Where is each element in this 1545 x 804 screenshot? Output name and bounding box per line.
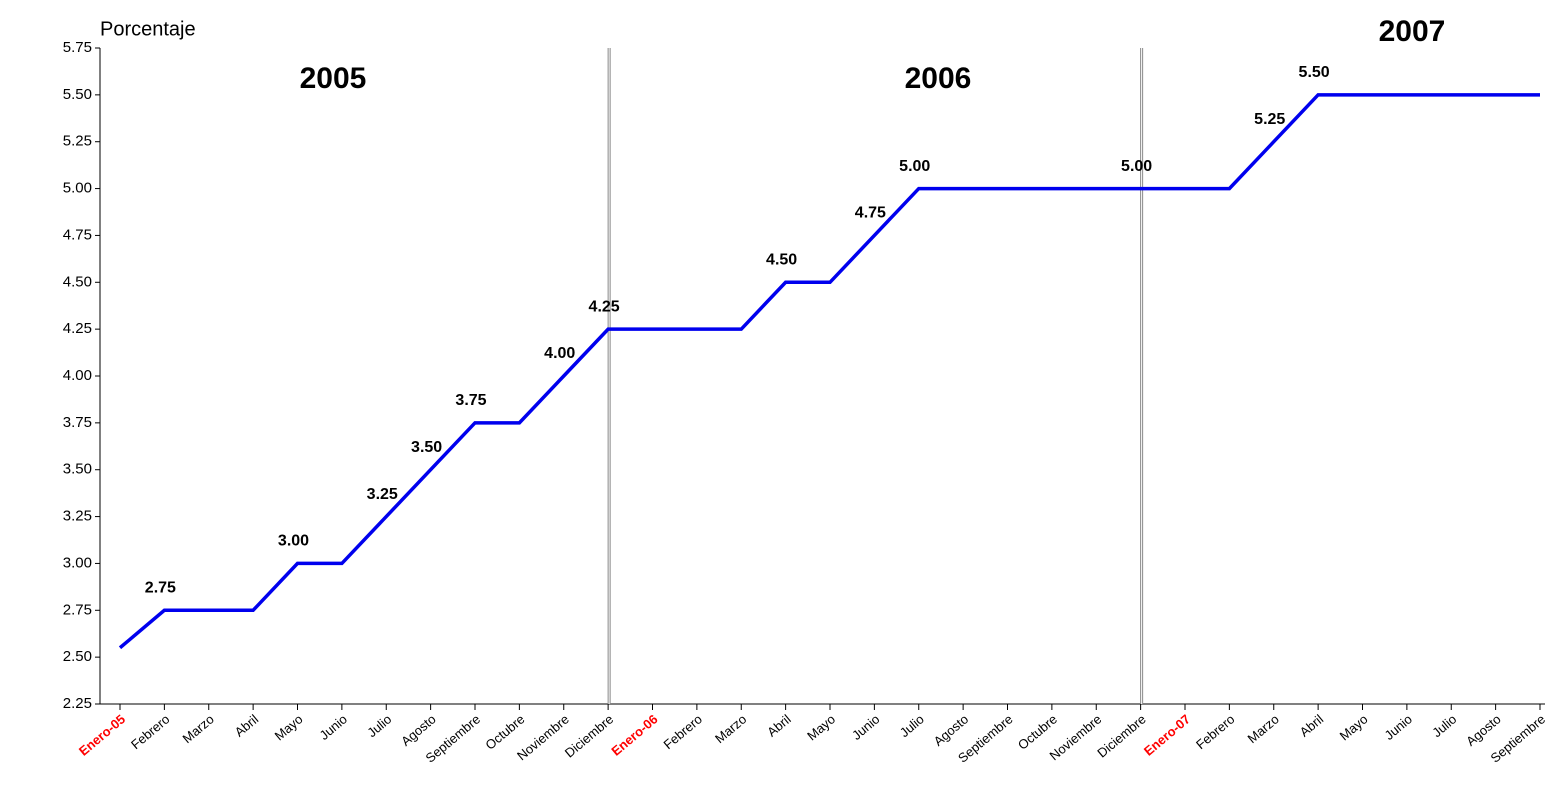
x-tick-label: Mayo — [272, 711, 306, 743]
x-tick-label: Marzo — [712, 711, 749, 746]
data-label: 5.00 — [1121, 158, 1152, 175]
data-label: 5.50 — [1299, 64, 1330, 81]
data-label: 3.00 — [278, 533, 309, 550]
x-tick-label: Febrero — [1193, 711, 1238, 752]
x-tick-label: Febrero — [660, 711, 705, 752]
year-annotation: 2006 — [905, 62, 972, 95]
x-tick-label: Marzo — [180, 711, 217, 746]
y-tick-label: 3.50 — [63, 461, 92, 478]
x-tick-label: Mayo — [1337, 711, 1371, 743]
y-tick-label: 2.75 — [63, 601, 92, 618]
y-tick-label: 5.25 — [63, 133, 92, 150]
x-tick-label: Julio — [364, 711, 394, 740]
y-tick-label: 3.00 — [63, 554, 92, 571]
data-label: 4.50 — [766, 252, 797, 269]
x-tick-label: Enero-06 — [608, 711, 660, 758]
x-tick-label: Enero-07 — [1141, 711, 1193, 758]
data-label: 2.75 — [145, 580, 176, 597]
x-tick-label: Julio — [897, 711, 927, 740]
data-label: 4.00 — [544, 345, 575, 362]
x-tick-label: Junio — [849, 711, 882, 742]
x-tick-label: Abril — [1297, 711, 1327, 739]
x-tick-label: Enero-05 — [76, 711, 128, 758]
y-tick-label: 2.25 — [63, 695, 92, 712]
data-label: 3.25 — [367, 486, 398, 503]
y-tick-label: 2.50 — [63, 648, 92, 665]
year-annotation: 2005 — [300, 62, 367, 95]
data-label: 5.00 — [899, 158, 930, 175]
x-tick-label: Junio — [1382, 711, 1415, 742]
y-tick-label: 4.25 — [63, 320, 92, 337]
line — [118, 93, 1540, 650]
x-tick-label: Diciembre — [562, 711, 616, 760]
data-label: 4.25 — [589, 298, 620, 315]
x-tick-label: Febrero — [128, 711, 173, 752]
y-tick-label: 5.50 — [63, 86, 92, 103]
x-tick-label: Abril — [764, 711, 794, 739]
data-label: 3.50 — [411, 439, 442, 456]
data-label: 4.75 — [855, 205, 886, 222]
x-tick-label: Agosto — [398, 711, 439, 749]
x-tick-label: Marzo — [1245, 711, 1282, 746]
year-annotation: 2007 — [1379, 15, 1446, 48]
data-label: 3.75 — [455, 392, 486, 409]
y-tick-label: 4.00 — [63, 367, 92, 384]
x-tick-label: Junio — [317, 711, 350, 742]
y-tick-label: 5.75 — [63, 39, 92, 56]
x-tick-label: Agosto — [1463, 711, 1504, 749]
x-tick-label: Agosto — [931, 711, 972, 749]
x-tick-label: Mayo — [804, 711, 838, 743]
y-tick-label: 5.00 — [63, 180, 92, 197]
x-tick-label: Julio — [1429, 711, 1459, 740]
y-tick-label: 4.50 — [63, 273, 92, 290]
y-tick-label: 3.75 — [63, 414, 92, 431]
x-tick-label: Diciembre — [1094, 711, 1148, 760]
data-label: 5.25 — [1254, 111, 1285, 128]
y-axis-label: Porcentaje — [100, 18, 196, 40]
y-tick-label: 3.25 — [63, 508, 92, 525]
x-tick-label: Abril — [232, 711, 262, 739]
y-tick-label: 4.75 — [63, 226, 92, 243]
